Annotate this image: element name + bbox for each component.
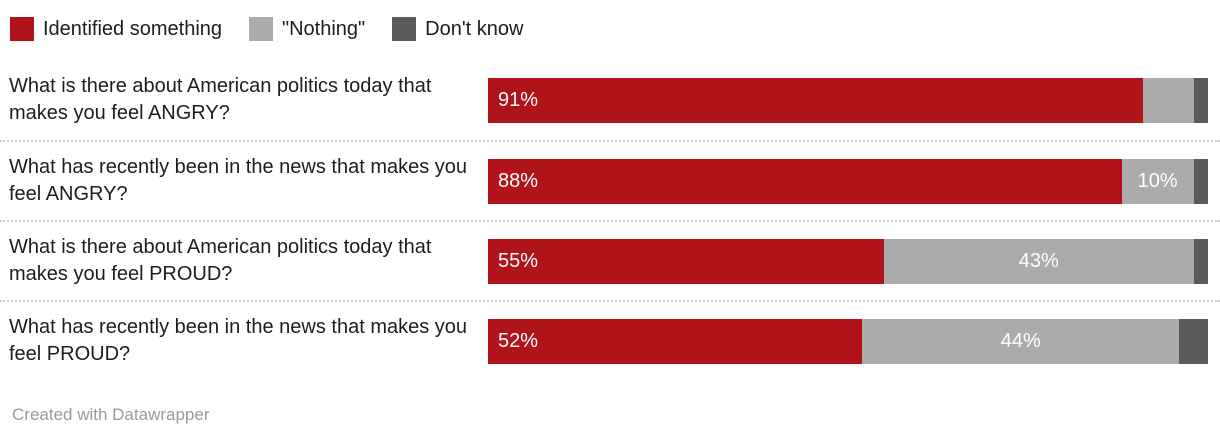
bar-segment: 88% [488,158,1122,204]
bar-segment: 43% [884,238,1194,284]
legend-swatch-icon [249,17,274,41]
legend-item-label: "Nothing" [282,17,366,40]
legend-swatch-icon [392,17,417,41]
legend-item-1: "Nothing" [249,17,365,41]
chart-row: What is there about American politics to… [0,220,1220,300]
bar-segment: 44% [862,318,1180,364]
row-question-label: What is there about American politics to… [9,75,432,124]
legend-item-label: Identified something [43,17,223,40]
chart-row: What has recently been in the news that … [0,140,1220,220]
datawrapper-credit-link[interactable]: Created with Datawrapper [12,405,210,424]
bar-segment: 10% [1121,158,1194,204]
bar-segment [1193,238,1208,284]
legend-item-2: Don't know [392,17,523,41]
stacked-bar: 55% 43% [488,238,1208,284]
bar-segment: 91% [488,77,1144,123]
bar-segment [1193,77,1208,123]
bar-segment [1179,318,1208,364]
legend: Identified something "Nothing" Don't know [0,0,1220,42]
bar-segment [1143,77,1194,123]
chart-row: What is there about American politics to… [0,60,1220,140]
stacked-bar: 91% [488,77,1208,123]
row-question-label: What has recently been in the news that … [9,316,468,365]
stacked-bar: 52% 44% [488,318,1208,364]
row-question-label: What has recently been in the news that … [9,156,468,205]
legend-swatch-icon [10,17,34,41]
bar-segment: 52% [488,318,863,364]
chart-row: What has recently been in the news that … [0,300,1220,380]
chart-footer: Created with Datawrapper [12,405,1220,425]
legend-item-0: Identified something [10,17,222,41]
legend-item-label: Don't know [425,17,524,40]
bar-segment: 55% [488,238,884,284]
chart-rows: What is there about American politics to… [0,60,1220,380]
row-question-label: What is there about American politics to… [9,236,432,285]
bar-segment [1193,158,1208,204]
stacked-bar: 88% 10% [488,158,1208,204]
